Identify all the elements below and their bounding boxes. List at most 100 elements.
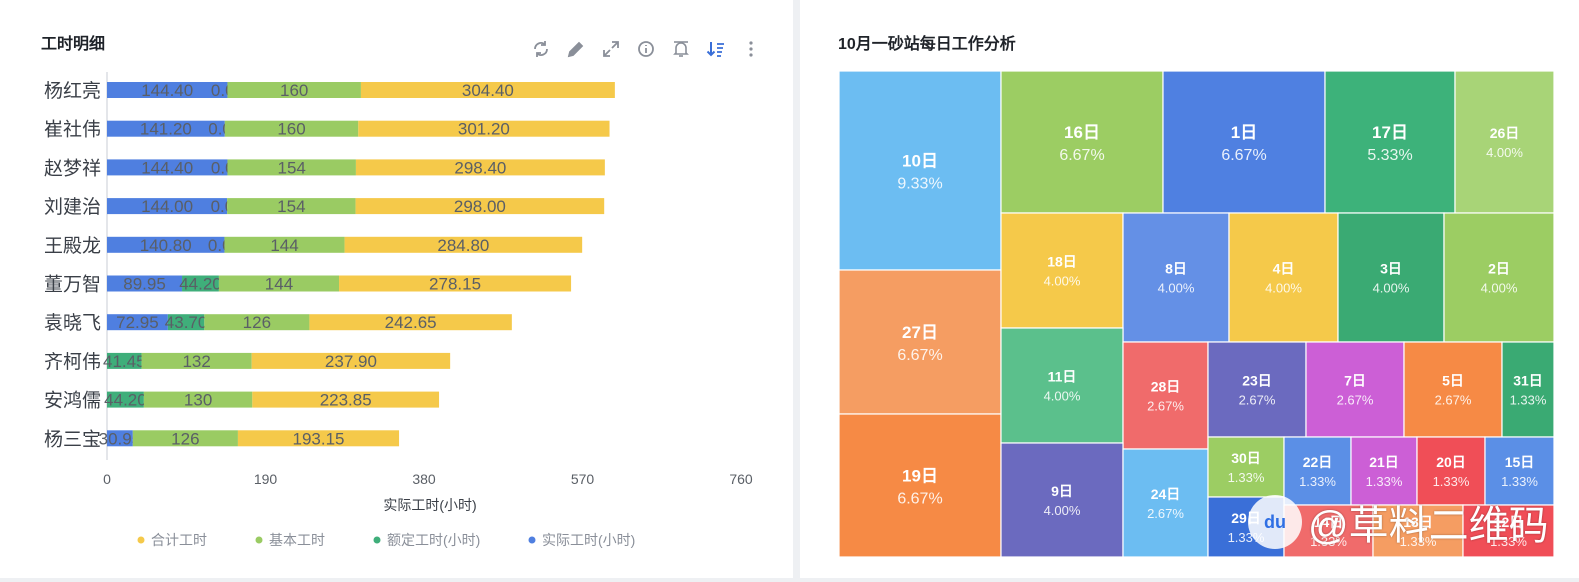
bar-segment	[141, 352, 252, 369]
refresh-icon[interactable]	[530, 38, 552, 60]
cell-value: 2.67%	[1435, 393, 1472, 408]
cell-name: 13日	[1403, 514, 1433, 530]
cell-value: 1.33%	[1400, 534, 1437, 549]
bar-segment	[344, 236, 583, 253]
expand-icon[interactable]	[600, 38, 622, 60]
watermark-text: @草料二维码	[1308, 504, 1549, 548]
data-label: 43.70	[165, 313, 208, 332]
treemap-cell	[1228, 212, 1339, 343]
cell-value: 6.67%	[1059, 147, 1104, 164]
cell-name: 9日	[1051, 483, 1073, 499]
watermark: du @草料二维码	[1248, 492, 1568, 552]
bar-segment	[167, 314, 205, 331]
data-label: 44.20	[179, 275, 222, 294]
cell-value: 2.67%	[1239, 393, 1276, 408]
data-label: 160	[280, 81, 308, 100]
bar-segment	[107, 314, 168, 331]
category-label: 杨三宝	[44, 428, 101, 450]
bell-icon[interactable]	[670, 38, 692, 60]
x-tick-label: 570	[571, 471, 595, 487]
cell-name: 21日	[1369, 454, 1399, 470]
category-label: 王殿龙	[44, 235, 101, 257]
bar-segment	[132, 430, 238, 447]
treemap-cell	[1372, 504, 1464, 558]
treemap-cell	[1416, 436, 1486, 506]
bar-segment	[360, 82, 615, 98]
cell-value: 5.33%	[1367, 147, 1412, 164]
cell-name: 23日	[1242, 373, 1272, 389]
cell-name: 31日	[1513, 373, 1543, 389]
cell-name: 28日	[1151, 379, 1181, 395]
data-label: 284.80	[437, 236, 489, 255]
data-label: 298.00	[454, 197, 506, 216]
x-tick-label: 380	[412, 471, 436, 487]
bar-segment	[224, 236, 345, 253]
sort-icon[interactable]	[705, 38, 727, 60]
cell-name: 12日	[1494, 514, 1524, 530]
cell-name: 27日	[902, 323, 938, 342]
cell-value: 1.33%	[1299, 474, 1336, 489]
bar-segment	[107, 236, 225, 253]
cell-name: 30日	[1231, 450, 1261, 466]
cell-name: 1日	[1231, 123, 1257, 142]
cell-name: 11日	[1048, 369, 1077, 385]
bar-segment	[204, 314, 310, 331]
data-label: 242.65	[385, 313, 437, 332]
cell-value: 1.33%	[1501, 474, 1538, 489]
cell-value: 4.00%	[1481, 281, 1518, 296]
cell-value: 6.67%	[897, 491, 942, 508]
bar-segment	[355, 198, 605, 215]
panel-title: 工时明细	[41, 36, 106, 53]
bar-segment	[107, 159, 228, 176]
data-label: 30.95	[99, 429, 142, 448]
treemap-cell	[1305, 341, 1405, 438]
data-label: 301.20	[458, 120, 510, 139]
category-label: 袁晓飞	[44, 312, 101, 334]
cell-value: 9.33%	[897, 176, 942, 193]
category-label: 杨红亮	[44, 80, 101, 102]
cell-value: 4.00%	[1044, 274, 1081, 289]
treemap-cell	[1122, 448, 1209, 558]
more-icon[interactable]	[740, 38, 762, 60]
bar-segment	[107, 391, 144, 408]
treemap-cell	[1207, 341, 1307, 438]
treemap-cell	[1501, 341, 1555, 438]
data-label: 126	[171, 429, 199, 448]
cell-value: 1.33%	[1366, 474, 1403, 489]
data-label: 154	[278, 158, 306, 177]
cell-name: 20日	[1436, 454, 1466, 470]
bar-segment	[107, 198, 228, 215]
info-icon[interactable]	[635, 38, 657, 60]
data-label: 144	[270, 236, 298, 255]
legend-marker	[137, 536, 145, 544]
category-label: 安鸿儒	[44, 390, 101, 412]
category-label: 崔社伟	[44, 119, 101, 141]
cell-value: 1.33%	[1433, 474, 1470, 489]
legend-label: 额定工时(小时)	[387, 532, 480, 548]
data-label: 126	[243, 313, 271, 332]
data-label: 160	[277, 120, 305, 139]
treemap-cell	[1462, 504, 1555, 558]
treemap-cell	[838, 413, 1002, 558]
cell-name: 4日	[1273, 261, 1295, 277]
cell-name: 17日	[1372, 123, 1408, 142]
bar-segment	[107, 430, 133, 447]
treemap-cell	[1000, 327, 1124, 444]
data-label: 144.00	[141, 197, 193, 216]
cell-name: 5日	[1442, 373, 1464, 389]
data-label: 130	[184, 391, 212, 410]
data-label: 140.80	[140, 236, 192, 255]
legend-label: 合计工时	[151, 532, 207, 548]
legend-marker	[373, 536, 381, 544]
treemap-cell	[1162, 70, 1326, 214]
bar-segment	[251, 352, 451, 369]
bar-segment	[227, 198, 356, 215]
cell-value: 6.67%	[897, 347, 942, 364]
data-label: 132	[182, 352, 210, 371]
data-label: 72.95	[116, 313, 159, 332]
chart-toolbar	[530, 38, 762, 60]
treemap-chart: 10日 9.33% 27日 6.67% 19日 6.67% 16日 6.67% 1日 6.67% 1…	[838, 70, 1555, 558]
edit-icon[interactable]	[565, 38, 587, 60]
cell-name: 15日	[1505, 454, 1535, 470]
cell-name: 19日	[902, 467, 938, 486]
